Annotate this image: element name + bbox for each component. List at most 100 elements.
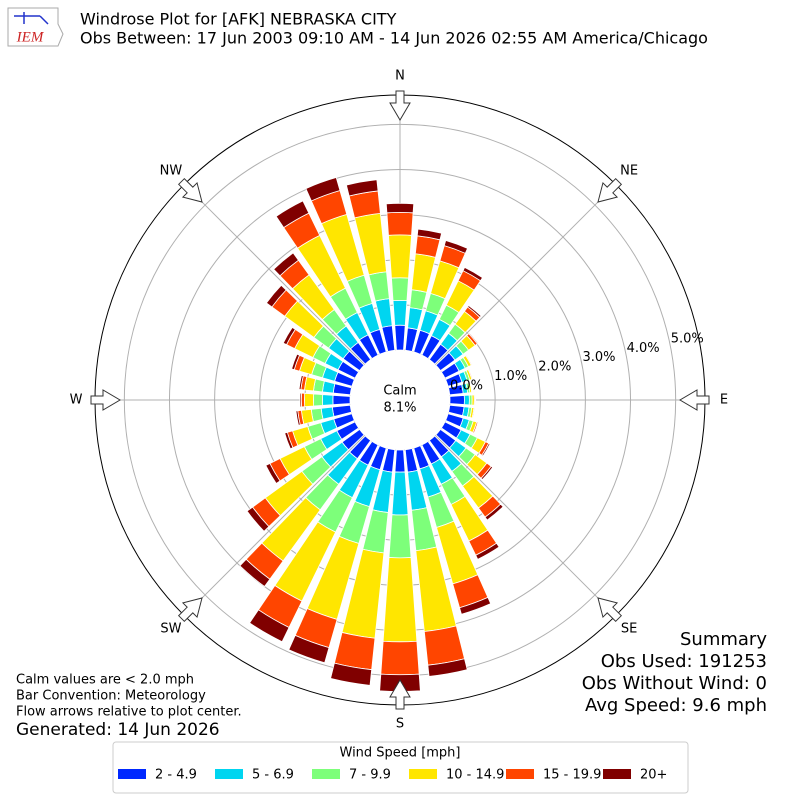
wind-bar [480,465,494,481]
legend-swatch [312,769,340,779]
wind-bar [380,640,420,676]
r-tick-label: 1.0% [494,369,527,384]
wind-bar [382,557,418,643]
wind-bar [463,394,470,406]
wind-bar [284,431,294,450]
compass-arrow [177,597,203,623]
compass-arrow [389,679,411,710]
generated: Generated: 14 Jun 2026 [16,720,220,740]
legend-box [112,741,689,794]
wind-bar [468,368,474,380]
legend-swatch [603,769,631,779]
compass-label: S [396,717,404,732]
compass-arrow-shape [597,177,623,203]
compass-arrow [597,177,623,203]
legend-label: 2 - 4.9 [155,768,197,783]
legend-swatch [506,769,534,779]
legend-label: 7 - 9.9 [349,768,391,783]
wind-bar [416,228,443,241]
wind-bar [299,392,302,408]
wind-bar [275,200,310,229]
compass-arrow [597,597,623,623]
legend-label: 15 - 19.9 [543,768,601,783]
summary: Summary [680,629,767,650]
wind-bar [392,299,408,326]
wind-bar [265,462,281,485]
legend-swatch [118,769,146,779]
wind-bar [246,506,270,532]
wind-bar [473,421,479,434]
compass-label: N [395,69,405,84]
r-tick-label: 0.0% [450,378,483,393]
compass-label: SW [160,622,181,637]
logo: IEM [7,7,64,47]
grid-spoke [399,183,617,401]
r-tick-label: 3.0% [582,350,615,365]
compass-label: NW [160,163,183,178]
wind-bar [322,394,334,406]
grid-spoke [399,399,617,617]
wind-bar [388,234,412,279]
chart-title: Windrose Plot for [AFK] NEBRASKA CITY [80,10,397,29]
r-tick-label: 5.0% [671,331,704,346]
compass-arrow [389,90,411,121]
legend-swatch [215,769,243,779]
wind-bar [333,631,376,671]
chart-subtitle: Obs Between: 17 Jun 2003 09:10 AM - 14 J… [80,29,708,48]
legend-label: 5 - 6.9 [252,768,294,783]
wind-bar [465,354,474,366]
wind-bar [481,442,491,457]
summary: Avg Speed: 9.6 mph [585,695,767,716]
wind-bar [239,558,271,588]
wind-bar [391,471,409,516]
wind-bar [385,202,415,214]
wind-bar [298,374,304,391]
compass-arrow-shape [597,597,623,623]
wind-bar [427,658,468,677]
compass-label: NE [620,163,638,178]
summary: Obs Used: 191253 [601,651,767,672]
compass-arrow-shape [177,177,203,203]
wind-bar [304,392,315,408]
compass-arrow [679,389,710,411]
compass-label: W [70,393,83,408]
legend-swatch [409,769,437,779]
calm-label: Calm [383,384,416,399]
wind-bar [332,394,351,406]
legend-label: 20+ [640,768,667,783]
compass-arrow-shape [389,679,411,710]
note: Flow arrows relative to plot center. [16,705,242,720]
wind-bar [394,324,406,351]
wind-bar [467,304,482,318]
wind-bar [391,277,409,302]
calm-value: 8.1% [383,401,416,416]
summary: Obs Without Wind: 0 [582,673,767,694]
legend-label: 10 - 14.9 [446,768,504,783]
calm-circle [350,350,450,450]
wind-bar [330,662,373,686]
wind-bar [474,394,477,406]
wind-bar [265,284,287,308]
wind-bar [449,395,465,405]
note: Bar Convention: Meteorology [16,689,206,704]
wind-bar [394,449,406,473]
wind-bar [459,596,492,615]
compass-arrow-shape [90,389,121,411]
compass-label: E [720,393,728,408]
wind-bar [295,410,301,426]
wind-bar [345,179,379,197]
wind-bar [469,381,474,393]
compass-arrow [90,389,121,411]
wind-bar [475,542,500,560]
compass-arrow-shape [679,389,710,411]
r-tick-label: 4.0% [627,341,660,356]
compass-arrow [177,177,203,203]
grid-spoke [183,183,401,401]
logo-text: IEM [16,29,45,45]
logo-icon [14,12,49,25]
wind-bar [472,407,476,419]
wind-bar [386,211,414,236]
logo-outline [7,7,64,47]
compass-arrow-shape [177,597,203,623]
